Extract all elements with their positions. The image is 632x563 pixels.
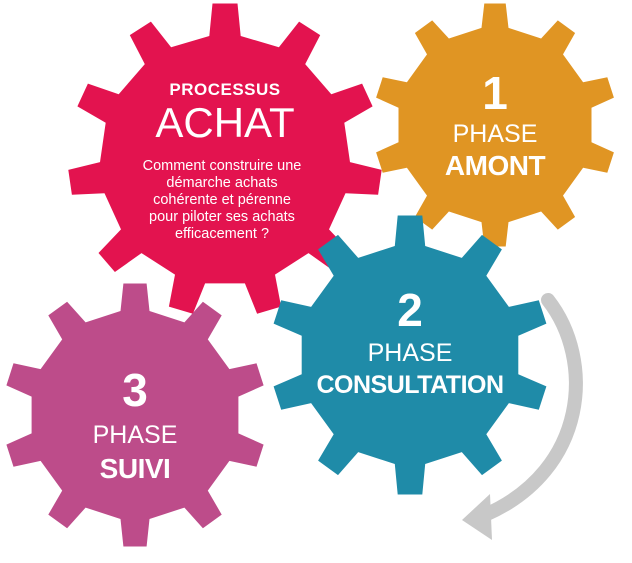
cycle-arrow (478, 293, 583, 522)
achat-description-line: pour piloter ses achats (149, 209, 295, 225)
cycle-arrow-head (462, 494, 492, 540)
amont-gear-text: 1 PHASE AMONT (425, 70, 565, 182)
suivi-name: SUIVI (99, 453, 171, 484)
consultation-number: 2 (397, 284, 423, 336)
achat-description-line: Comment construire une (142, 158, 302, 174)
consultation-gear (273, 215, 547, 495)
achat-description-line: efficacement ? (174, 226, 270, 242)
achat-description-line: cohérente et pérenne (153, 192, 291, 208)
achat-title: ACHAT (155, 99, 295, 146)
amont-phase-label: PHASE (452, 120, 538, 148)
suivi-phase-label: PHASE (92, 421, 178, 449)
consultation-gear-text: 2 PHASE CONSULTATION (315, 287, 505, 401)
achat-description-line: démarche achats (166, 175, 278, 191)
consultation-phase-label: PHASE (367, 339, 453, 367)
achat-description: Comment construire une démarche achats c… (122, 158, 322, 243)
amont-number: 1 (482, 67, 508, 119)
amont-name: AMONT (444, 150, 546, 181)
suivi-number: 3 (122, 364, 148, 416)
amont-gear (376, 3, 614, 247)
suivi-gear-text: 3 PHASE SUIVI (70, 367, 200, 485)
achat-label: PROCESSUS (169, 80, 281, 99)
suivi-gear (6, 283, 264, 547)
achat-gear-text: PROCESSUS ACHAT Comment construire une d… (110, 80, 340, 243)
consultation-name: CONSULTATION (316, 371, 504, 399)
achat-gear (68, 3, 382, 314)
